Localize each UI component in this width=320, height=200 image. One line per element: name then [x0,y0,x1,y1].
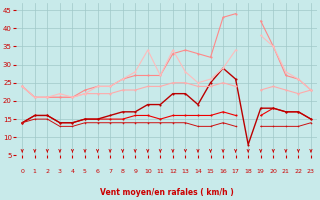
X-axis label: Vent moyen/en rafales ( km/h ): Vent moyen/en rafales ( km/h ) [100,188,234,197]
